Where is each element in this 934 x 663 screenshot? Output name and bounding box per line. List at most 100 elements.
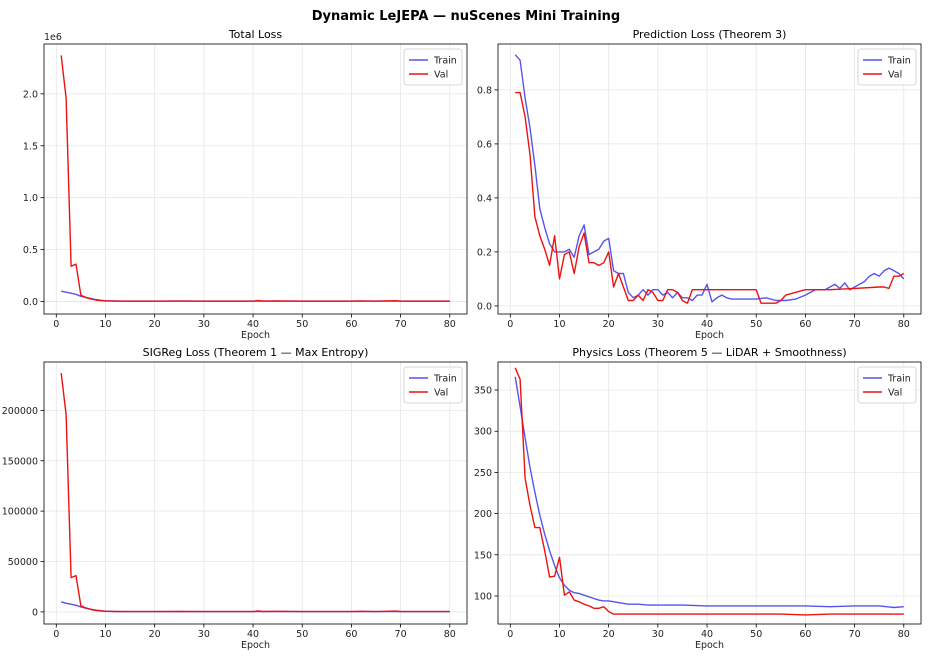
y-tick-label: 0 xyxy=(32,607,38,618)
series-line-val xyxy=(514,367,904,616)
x-tick-label: 50 xyxy=(750,629,762,640)
y-tick-label: 1.5 xyxy=(23,141,38,152)
y-tick-label: 100000 xyxy=(2,507,38,518)
y-tick-label: 0.0 xyxy=(23,297,38,308)
legend-label-val: Val xyxy=(434,388,448,399)
series-line-train xyxy=(514,54,905,303)
x-axis-label: Epoch xyxy=(241,640,270,651)
subplot-2: Prediction Loss (Theorem 3) 0 10 20 30 40 50 60… xyxy=(477,28,922,341)
y-tick-label: 200000 xyxy=(2,406,38,417)
y-tick-label: 0.8 xyxy=(477,85,492,96)
x-tick-label: 50 xyxy=(750,319,762,330)
y-tick-label: 250 xyxy=(474,468,492,479)
x-tick-label: 40 xyxy=(701,319,713,330)
legend-box xyxy=(403,366,463,404)
y-tick-label: 1.0 xyxy=(23,193,38,204)
x-tick-label: 10 xyxy=(99,319,111,330)
x-tick-label: 40 xyxy=(247,319,259,330)
legend-label-train: Train xyxy=(887,56,911,67)
y-tick-label: 300 xyxy=(474,427,492,438)
legend-label-val: Val xyxy=(888,70,902,81)
x-tick-label: 70 xyxy=(395,629,407,640)
x-tick-label: 60 xyxy=(799,629,811,640)
x-tick-label: 80 xyxy=(898,629,910,640)
x-tick-label: 30 xyxy=(652,319,664,330)
x-tick-label: 0 xyxy=(53,319,59,330)
subplot-title: Physics Loss (Theorem 5 — LiDAR + Smooth… xyxy=(572,346,846,359)
x-tick-label: 20 xyxy=(149,629,161,640)
series-line-train xyxy=(61,290,450,302)
x-tick-label: 0 xyxy=(507,629,513,640)
y-tick-label: 150000 xyxy=(2,456,38,467)
x-tick-label: 10 xyxy=(99,629,111,640)
legend-box xyxy=(857,366,917,404)
x-tick-label: 70 xyxy=(849,319,861,330)
y-tick-label: 2.0 xyxy=(23,89,38,100)
y-tick-label: 0.4 xyxy=(477,193,492,204)
x-tick-label: 60 xyxy=(345,319,357,330)
subplot-3: SIGReg Loss (Theorem 1 — Max Entropy) 0 10… xyxy=(2,346,468,651)
y-tick-label: 0.0 xyxy=(477,301,492,312)
legend: Train Val xyxy=(857,366,917,404)
legend: Train Val xyxy=(403,366,463,404)
legend-label-train: Train xyxy=(887,374,911,385)
legend-label-train: Train xyxy=(433,374,457,385)
x-axis-label: Epoch xyxy=(695,640,724,651)
legend-label-train: Train xyxy=(433,56,457,67)
y-tick-label: 0.6 xyxy=(477,139,492,150)
axes-frame xyxy=(43,361,468,625)
x-tick-label: 70 xyxy=(395,319,407,330)
x-axis-label: Epoch xyxy=(241,330,270,341)
y-tick-label: 350 xyxy=(474,386,492,397)
series-line-val xyxy=(515,91,905,304)
y-tick-label: 150 xyxy=(474,550,492,561)
subplot-title: Total Loss xyxy=(228,28,283,41)
subplot-1: Total Loss 0 10 20 30 40 50 60 70 80 0.0 0.5 1.0 1.5 2… xyxy=(23,28,468,341)
x-tick-label: 60 xyxy=(799,319,811,330)
x-tick-label: 80 xyxy=(898,319,910,330)
x-tick-label: 30 xyxy=(198,629,210,640)
x-tick-label: 20 xyxy=(603,629,615,640)
series-line-val xyxy=(60,373,450,613)
y-tick-label: 100 xyxy=(474,591,492,602)
x-tick-label: 80 xyxy=(444,319,456,330)
series-line-train xyxy=(60,601,450,613)
legend-box xyxy=(403,48,463,86)
x-tick-label: 50 xyxy=(296,319,308,330)
x-tick-label: 0 xyxy=(507,319,513,330)
y-tick-label: 50000 xyxy=(8,557,38,568)
series-line-train xyxy=(514,376,904,609)
axes-frame xyxy=(43,43,468,315)
legend-label-val: Val xyxy=(888,388,902,399)
axes-frame xyxy=(497,43,922,315)
legend-label-val: Val xyxy=(434,70,448,81)
axes-frame xyxy=(497,361,922,625)
subplot-title: Prediction Loss (Theorem 3) xyxy=(633,28,787,41)
series-line-val xyxy=(60,55,450,302)
y-tick-label: 200 xyxy=(474,509,492,520)
y-tick-label: 0.5 xyxy=(23,245,38,256)
legend: Train Val xyxy=(403,48,463,86)
x-tick-label: 20 xyxy=(149,319,161,330)
x-tick-label: 0 xyxy=(53,629,59,640)
x-tick-label: 30 xyxy=(198,319,210,330)
x-tick-label: 30 xyxy=(652,629,664,640)
x-tick-label: 50 xyxy=(296,629,308,640)
x-tick-label: 40 xyxy=(247,629,259,640)
x-tick-label: 20 xyxy=(603,319,615,330)
y-offset-text: 1e6 xyxy=(44,32,62,43)
x-tick-label: 70 xyxy=(849,629,861,640)
legend: Train Val xyxy=(857,48,917,86)
legend-box xyxy=(857,48,917,86)
subplot-4: Physics Loss (Theorem 5 — LiDAR + Smooth… xyxy=(474,346,922,651)
x-tick-label: 10 xyxy=(553,319,565,330)
x-tick-label: 10 xyxy=(553,629,565,640)
subplot-title: SIGReg Loss (Theorem 1 — Max Entropy) xyxy=(143,346,369,359)
x-tick-label: 40 xyxy=(701,629,713,640)
x-axis-label: Epoch xyxy=(695,330,724,341)
x-tick-label: 60 xyxy=(345,629,357,640)
x-tick-label: 80 xyxy=(444,629,456,640)
figure-suptitle: Dynamic LeJEPA — nuScenes Mini Training xyxy=(312,9,621,24)
y-tick-label: 0.2 xyxy=(477,247,492,258)
